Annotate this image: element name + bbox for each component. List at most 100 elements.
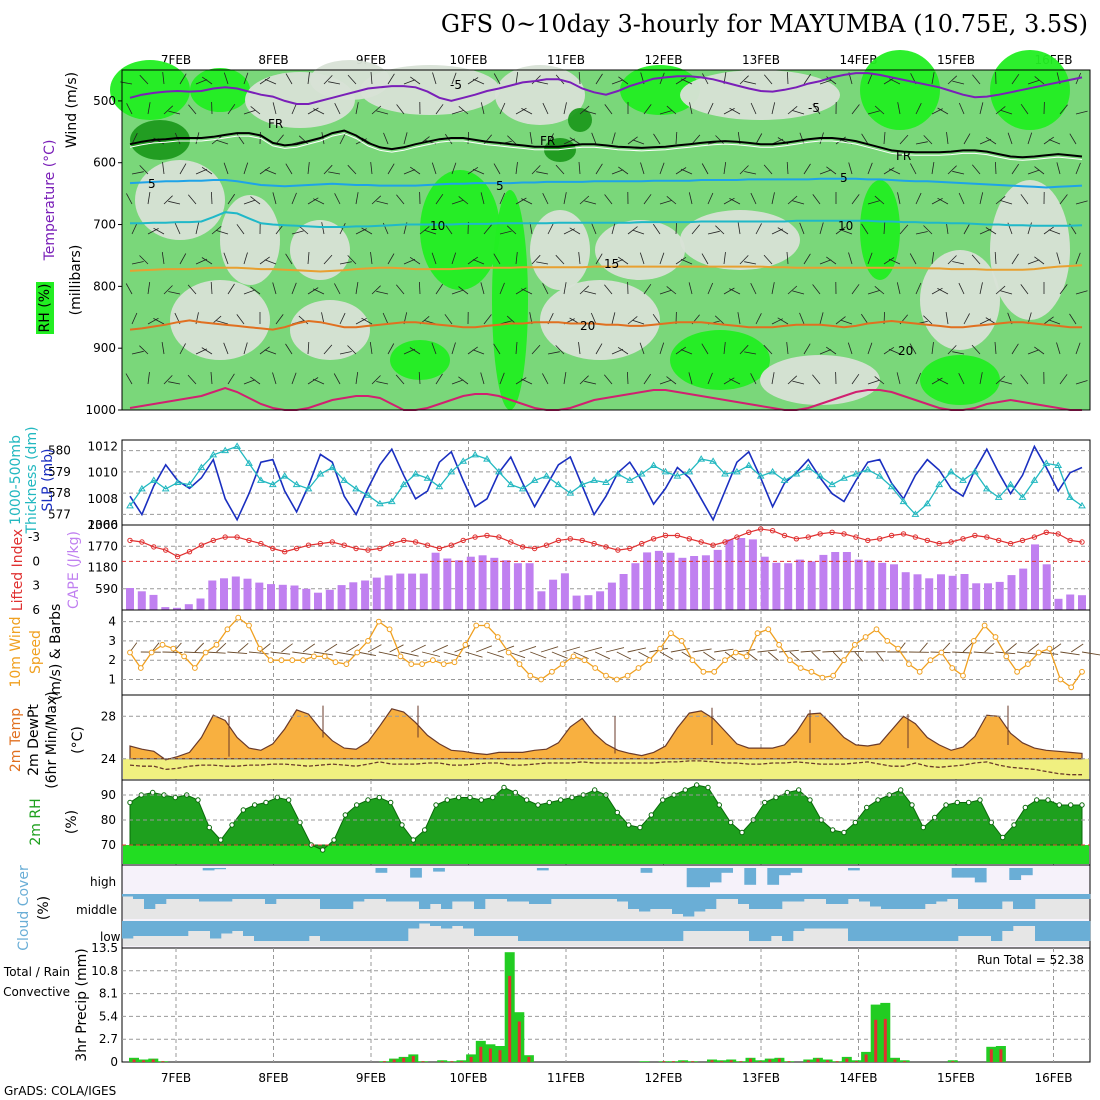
wind-barb bbox=[680, 349, 693, 355]
wind-barb bbox=[787, 71, 789, 85]
wind-speed-point bbox=[668, 630, 674, 637]
cloud-bar-low bbox=[848, 921, 860, 941]
wind-barb bbox=[971, 164, 981, 175]
lifted-index-point bbox=[198, 542, 205, 548]
cape-bar bbox=[737, 538, 746, 610]
wind-speed-point bbox=[538, 676, 544, 683]
temperature-contour-20 bbox=[129, 319, 1082, 331]
cloud-bar-middle bbox=[1035, 894, 1047, 899]
wind-barb bbox=[339, 223, 346, 235]
wind-barb bbox=[979, 102, 984, 115]
cloud-bar-low bbox=[1079, 921, 1091, 941]
rh-point bbox=[240, 807, 247, 813]
wind-barb bbox=[874, 376, 885, 385]
wind-barb bbox=[451, 342, 456, 355]
cape-bar bbox=[842, 552, 851, 610]
contour-label: 5 bbox=[840, 171, 848, 185]
wind-barb bbox=[915, 103, 922, 115]
wind-barb bbox=[403, 169, 416, 175]
wind-barb bbox=[632, 229, 645, 235]
cloud-bar-low bbox=[958, 921, 970, 936]
cloud-bar-middle bbox=[991, 894, 1003, 909]
wind-barb bbox=[382, 312, 389, 325]
wind-barb bbox=[243, 252, 248, 265]
wind-barb bbox=[369, 342, 373, 355]
cloud-bar-low bbox=[122, 921, 134, 939]
wind-barb bbox=[139, 74, 149, 85]
cloud-bar-low bbox=[716, 921, 728, 931]
wind-barb bbox=[659, 289, 672, 295]
cloud-bar-middle bbox=[573, 894, 585, 899]
wind-speed-point bbox=[916, 668, 923, 675]
lifted-index-point bbox=[936, 540, 942, 547]
cape-bar bbox=[337, 585, 346, 610]
wind-tick-label: 4 bbox=[108, 615, 116, 629]
cape-bar bbox=[231, 576, 240, 610]
wind-speed-point bbox=[743, 653, 750, 660]
wind-barb-10m bbox=[1027, 643, 1040, 653]
wind-speed-point bbox=[635, 665, 642, 671]
wind-barb bbox=[874, 105, 885, 115]
wind-barb bbox=[307, 341, 310, 355]
wind-barb bbox=[555, 254, 565, 265]
cloud-bar-low bbox=[155, 921, 167, 936]
panel-frame bbox=[121, 69, 1091, 411]
lifted-index-point bbox=[1031, 534, 1038, 540]
lifted-index-point bbox=[639, 540, 645, 547]
wind-barb bbox=[1043, 226, 1054, 235]
precip-convective-bar bbox=[903, 1061, 907, 1062]
cape-bar bbox=[1007, 575, 1016, 610]
cloud-bar-middle bbox=[540, 894, 552, 904]
wind-barb bbox=[483, 314, 492, 325]
wind-barb bbox=[179, 343, 186, 355]
contour-label: 5 bbox=[148, 177, 156, 191]
cloud-bar-middle bbox=[848, 894, 860, 899]
wind-speed-point bbox=[527, 672, 534, 679]
lifted-index-point bbox=[317, 540, 324, 547]
wind-barb bbox=[803, 73, 812, 85]
wind-barb-10m bbox=[486, 651, 504, 658]
wind-barb bbox=[617, 256, 629, 265]
rh-point bbox=[512, 789, 518, 796]
wind-barb-10m bbox=[302, 643, 316, 653]
cape-bar bbox=[960, 574, 969, 610]
wind-speed-point bbox=[354, 649, 361, 656]
wind-speed-point bbox=[732, 649, 739, 656]
wind-barb bbox=[763, 344, 773, 355]
y-tick-label: 700 bbox=[93, 218, 116, 232]
cape-bar bbox=[607, 582, 616, 610]
wind-speed-point bbox=[722, 657, 728, 664]
wind-barb bbox=[243, 199, 256, 205]
wind-barb bbox=[201, 257, 213, 265]
wind-barb-10m bbox=[757, 649, 778, 653]
thickness-point bbox=[649, 461, 658, 468]
wind-speed-point bbox=[148, 649, 155, 656]
wind-barb bbox=[168, 381, 181, 385]
thickness-point bbox=[733, 467, 741, 475]
thickness-tick-label: 577 bbox=[48, 507, 71, 521]
cloud-bar-low bbox=[276, 921, 288, 941]
wind-barb bbox=[1011, 163, 1020, 175]
precip-convective-bar bbox=[161, 1061, 165, 1062]
wind-barb bbox=[227, 103, 236, 115]
cloud-bar-middle bbox=[551, 894, 563, 899]
lifted-index-point bbox=[341, 542, 347, 548]
wind-barb bbox=[472, 349, 485, 355]
thickness-point bbox=[899, 497, 908, 505]
wind-barb bbox=[971, 344, 981, 355]
wind-barb bbox=[723, 377, 735, 385]
thickness-point bbox=[673, 472, 682, 479]
thickness-point bbox=[435, 482, 444, 490]
cloud-bar-low bbox=[133, 921, 145, 936]
rh-point bbox=[569, 794, 575, 801]
wind-barb bbox=[347, 164, 357, 175]
wind-barb bbox=[361, 317, 373, 325]
cloud-bar-low bbox=[661, 921, 673, 941]
thickness-point bbox=[221, 446, 230, 454]
wind-barb bbox=[355, 282, 359, 295]
lifted-index-point bbox=[1055, 531, 1061, 537]
wind-barb bbox=[250, 196, 261, 205]
wind-barb bbox=[643, 194, 652, 205]
wind-speed-point bbox=[505, 649, 512, 656]
cape-bar bbox=[1054, 598, 1063, 610]
